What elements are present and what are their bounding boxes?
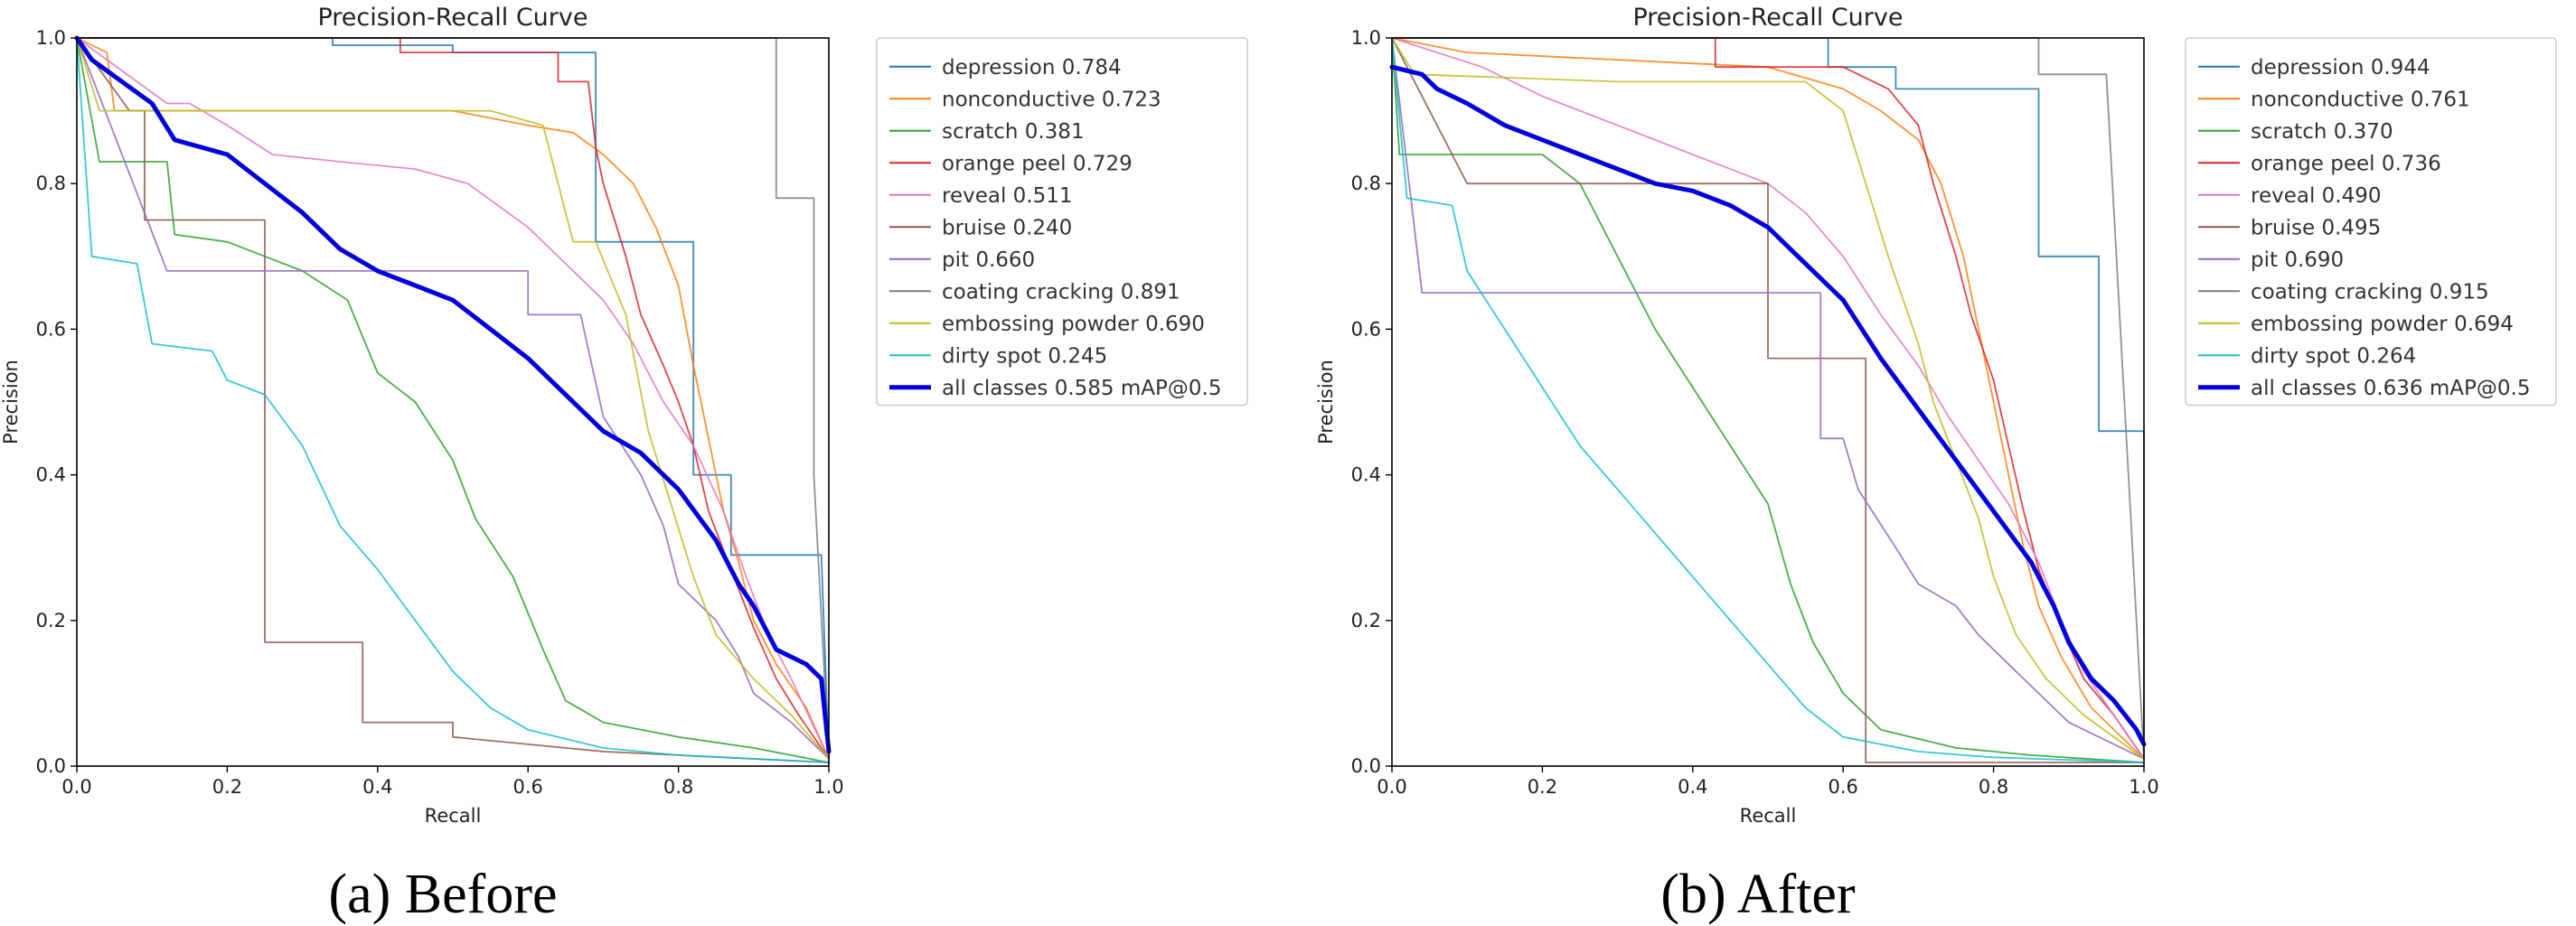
series-line-all-classes xyxy=(74,35,832,754)
legend-box xyxy=(2185,37,2557,407)
legend-entry: depression 0.784 xyxy=(942,56,1122,80)
x-tick-label: 0.6 xyxy=(1828,776,1857,798)
legend-entry: orange peel 0.736 xyxy=(2251,152,2441,175)
x-tick-label: 0.8 xyxy=(1979,776,2008,798)
series-line-pit xyxy=(1391,37,2145,760)
y-tick-label: 0.0 xyxy=(36,755,66,777)
series-line-reveal xyxy=(76,37,830,760)
series-line-coating-cracking xyxy=(1391,37,2145,760)
y-tick-label: 1.0 xyxy=(36,27,66,49)
x-tick-label: 0.2 xyxy=(212,776,242,798)
figure-caption: (b) After xyxy=(1660,864,1856,925)
legend-entry: orange peel 0.729 xyxy=(942,152,1133,175)
legend-entry: depression 0.944 xyxy=(2251,56,2430,80)
figure-caption: (a) Before xyxy=(329,864,558,925)
x-tick-label: 0.6 xyxy=(512,776,542,798)
y-axis-label: Precision xyxy=(0,360,22,444)
x-axis-label: Recall xyxy=(425,805,482,827)
y-tick-label: 1.0 xyxy=(1351,27,1381,49)
chart-before: Precision-Recall Curve 0.0 0.2 0.4 0.6 0.8 1.0… xyxy=(0,4,1248,925)
x-axis-label: Recall xyxy=(1740,805,1797,827)
legend: depression 0.784 nonconductive 0.723 scrat… xyxy=(876,37,1248,407)
chart-title: Precision-Recall Curve xyxy=(1632,4,1903,32)
series-line-reveal xyxy=(1391,37,2145,760)
series-line-nonconductive xyxy=(1391,37,2145,760)
series-line-pit xyxy=(76,37,830,760)
legend-entry: all classes 0.636 mAP@0.5 xyxy=(2251,377,2530,400)
axes-frame xyxy=(1391,37,2145,767)
x-tick-label: 0.2 xyxy=(1528,776,1557,798)
x-tick-label: 0.4 xyxy=(362,776,392,798)
chart-after: Precision-Recall Curve 0.0 0.2 0.4 0.6 0.8 1.0… xyxy=(1315,4,2557,925)
y-tick-label: 0.2 xyxy=(36,610,66,631)
legend-entry: dirty spot 0.245 xyxy=(942,344,1107,368)
legend-box xyxy=(876,37,1248,407)
axes-frame xyxy=(76,37,830,767)
y-tick-label: 0.2 xyxy=(1351,610,1381,631)
legend-entry: nonconductive 0.761 xyxy=(2251,88,2470,111)
series-line-bruise xyxy=(76,37,830,763)
series-line-scratch xyxy=(1391,37,2145,763)
legend-entry: coating cracking 0.891 xyxy=(942,280,1180,304)
legend-entry: embossing powder 0.690 xyxy=(942,313,1205,336)
x-tick-label: 1.0 xyxy=(813,776,843,798)
legend-entry: pit 0.690 xyxy=(2251,248,2344,272)
series-line-dirty-spot xyxy=(1391,37,2145,763)
legend-entry: reveal 0.511 xyxy=(942,184,1073,208)
y-tick-label: 0.8 xyxy=(36,173,66,194)
legend-entry: scratch 0.370 xyxy=(2251,120,2393,144)
y-tick-label: 0.4 xyxy=(1351,464,1381,486)
series-line-all-classes xyxy=(1389,64,2147,747)
legend-entry: bruise 0.240 xyxy=(942,216,1072,239)
y-axis-label: Precision xyxy=(1315,360,1337,444)
x-tick-label: 0.8 xyxy=(663,776,693,798)
legend-entry: reveal 0.490 xyxy=(2251,184,2382,208)
y-tick-label: 0.0 xyxy=(1351,755,1381,777)
legend-entry: embossing powder 0.694 xyxy=(2251,313,2514,336)
plot-area xyxy=(1389,37,2147,763)
series-line-dirty-spot xyxy=(76,37,830,763)
legend-entry: all classes 0.585 mAP@0.5 xyxy=(942,377,1221,400)
x-tick-label: 0.0 xyxy=(61,776,91,798)
series-line-orange-peel xyxy=(1391,37,2145,760)
plot-area xyxy=(74,35,832,763)
series-line-embossing-powder xyxy=(1391,37,2145,760)
x-tick-label: 0.4 xyxy=(1678,776,1707,798)
y-tick-label: 0.6 xyxy=(36,318,66,340)
x-tick-label: 1.0 xyxy=(2129,776,2158,798)
legend-entry: coating cracking 0.915 xyxy=(2251,280,2489,304)
y-tick-label: 0.4 xyxy=(36,464,66,486)
series-line-embossing-powder xyxy=(76,37,830,760)
y-tick-label: 0.6 xyxy=(1351,318,1381,340)
y-tick-label: 0.8 xyxy=(1351,173,1381,194)
legend-entry: scratch 0.381 xyxy=(942,120,1085,144)
legend-entry: dirty spot 0.264 xyxy=(2251,344,2416,368)
series-line-bruise xyxy=(1391,37,2145,763)
chart-title: Precision-Recall Curve xyxy=(317,4,588,32)
series-line-scratch xyxy=(76,37,830,763)
x-tick-label: 0.0 xyxy=(1377,776,1406,798)
legend-entry: nonconductive 0.723 xyxy=(942,88,1161,111)
series-line-depression xyxy=(1391,37,2145,760)
legend-entry: bruise 0.495 xyxy=(2251,216,2381,239)
legend-entry: pit 0.660 xyxy=(942,248,1035,272)
legend: depression 0.944 nonconductive 0.761 scrat… xyxy=(2185,37,2557,407)
series-line-orange-peel xyxy=(76,37,830,760)
